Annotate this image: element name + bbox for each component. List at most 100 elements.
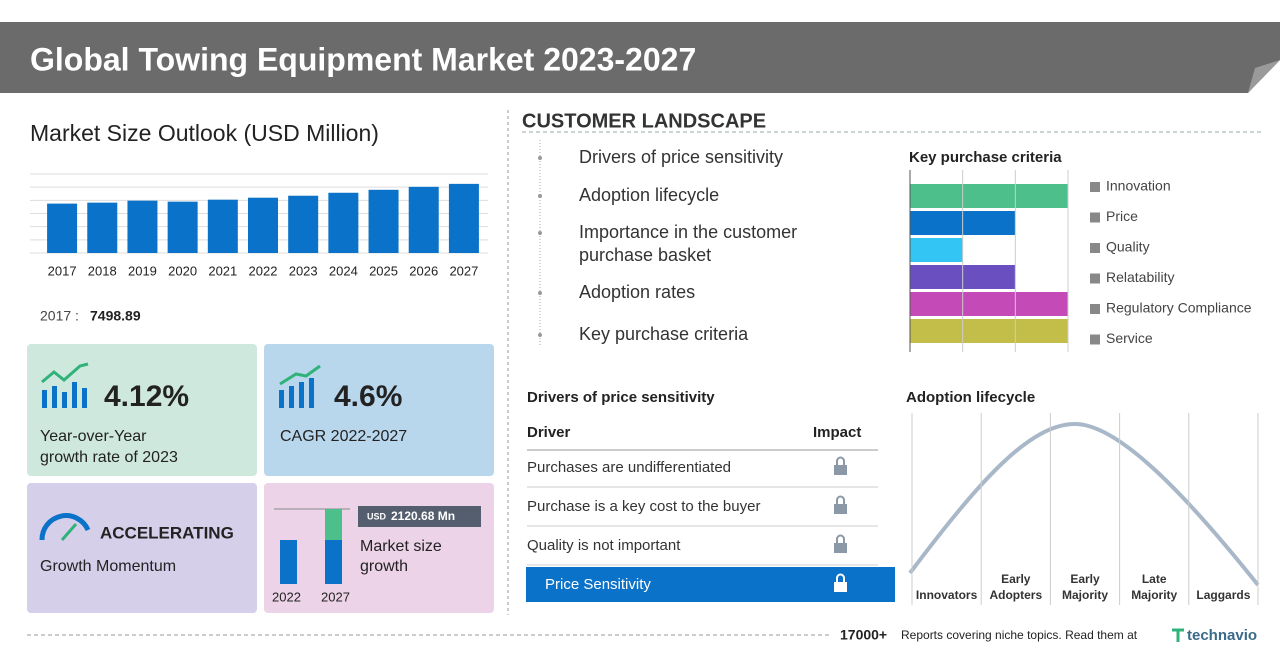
legend-swatch [1090, 212, 1100, 223]
bar [288, 195, 319, 253]
x-tick-label: 2023 [289, 263, 318, 278]
list-item: Key purchase criteria [579, 324, 749, 344]
legend-label: Price [1106, 208, 1138, 224]
stage-label: Majority [1062, 588, 1108, 602]
x-tick-label: 2026 [409, 263, 438, 278]
bar [207, 199, 238, 253]
chart-title: Key purchase criteria [909, 149, 1062, 166]
lock-shackle [836, 495, 845, 504]
gauge-needle [60, 523, 78, 541]
lock-icon [834, 582, 847, 592]
list-bullet [538, 156, 542, 160]
bar [47, 203, 78, 253]
bar [368, 189, 399, 253]
chart-title: Adoption lifecycle [906, 389, 1035, 406]
x-tick-label: 2021 [208, 263, 237, 278]
card-label: Year-over-Year [40, 428, 147, 445]
highlight-row [526, 567, 895, 602]
brand-mark [1172, 628, 1184, 642]
bar [408, 186, 439, 253]
x-tick-label: 2018 [88, 263, 117, 278]
x-tick-label: 2017 [48, 263, 77, 278]
highlight-text: Price Sensitivity [545, 576, 651, 593]
bar [328, 192, 359, 253]
legend-label: Regulatory Compliance [1106, 300, 1252, 316]
lock-shackle [836, 573, 845, 582]
table-cell: Quality is not important [527, 537, 681, 554]
list-item: Adoption lifecycle [579, 185, 719, 205]
x-tick-label: 2020 [168, 263, 197, 278]
stage-label: Early [1001, 572, 1031, 586]
x-tick-label: 2019 [128, 263, 157, 278]
section-title: Market Size Outlook (USD Million) [30, 120, 379, 146]
legend-label: Innovation [1106, 178, 1171, 194]
card-label: CAGR 2022-2027 [280, 428, 407, 445]
legend-swatch [1090, 182, 1100, 192]
mini-bar-increment [325, 509, 342, 540]
card-label: Market size [360, 538, 442, 555]
header-fold-shadow [1248, 60, 1280, 93]
unit: USD [367, 511, 387, 521]
x-tick-label: 2027 [449, 263, 478, 278]
card-value: ACCELERATING [100, 523, 234, 542]
bar [167, 201, 198, 253]
page-title: Global Towing Equipment Market 2023-2027 [30, 41, 696, 77]
section-title: CUSTOMER LANDSCAPE [522, 110, 766, 132]
mini-bar [280, 540, 297, 584]
list-bullet [538, 231, 542, 235]
list-item: Drivers of price sensitivity [579, 147, 783, 167]
stage-label: Late [1142, 572, 1167, 586]
bar [87, 202, 118, 253]
list-item: Adoption rates [579, 282, 695, 302]
bar [248, 197, 278, 253]
lock-icon [834, 543, 847, 553]
list-bullet [538, 291, 542, 295]
brand: technavio [1187, 627, 1257, 644]
mini-bar [325, 540, 342, 584]
base-value: 7498.89 [90, 308, 141, 324]
legend-swatch [1090, 273, 1100, 284]
card-label: growth rate of 2023 [40, 449, 178, 466]
lock-shackle [836, 456, 845, 465]
x-tick-label: 2022 [249, 263, 278, 278]
table-title: Drivers of price sensitivity [527, 389, 715, 406]
base-year: 2017 : [40, 308, 79, 324]
table-cell: Purchase is a key cost to the buyer [527, 498, 760, 515]
mini-year: 2022 [272, 589, 301, 604]
stage-label: Adopters [989, 588, 1042, 602]
bar [910, 319, 1068, 343]
legend-label: Relatability [1106, 269, 1174, 285]
footer-text: Reports covering niche topics. Read them… [901, 628, 1138, 642]
stage-label: Majority [1131, 588, 1177, 602]
card [27, 344, 257, 476]
card [264, 344, 494, 476]
bar [910, 292, 1068, 316]
bar [910, 238, 963, 262]
header-band [0, 22, 1280, 93]
card-value: 2120.68 Mn [391, 509, 455, 523]
stage-label: Early [1070, 572, 1100, 586]
bar [448, 183, 479, 253]
lock-icon [834, 504, 847, 514]
lock-icon [834, 465, 847, 475]
value-tag [358, 506, 481, 527]
card-label: Growth Momentum [40, 558, 176, 575]
mini-year: 2027 [321, 589, 350, 604]
list-item: purchase basket [579, 245, 711, 265]
legend-swatch [1090, 243, 1100, 253]
list-bullet [538, 194, 542, 198]
x-tick-label: 2024 [329, 263, 358, 278]
card-label: growth [360, 558, 408, 575]
list-bullet [538, 333, 542, 337]
legend-label: Service [1106, 330, 1153, 346]
footer-count: 17000+ [840, 627, 887, 643]
list-item: Importance in the customer [579, 222, 797, 242]
legend-swatch [1090, 334, 1100, 345]
legend-swatch [1090, 304, 1100, 314]
growth-icon [41, 362, 321, 408]
gauge-icon [39, 513, 91, 541]
legend-label: Quality [1106, 239, 1150, 255]
x-tick-label: 2025 [369, 263, 398, 278]
card [27, 483, 257, 613]
